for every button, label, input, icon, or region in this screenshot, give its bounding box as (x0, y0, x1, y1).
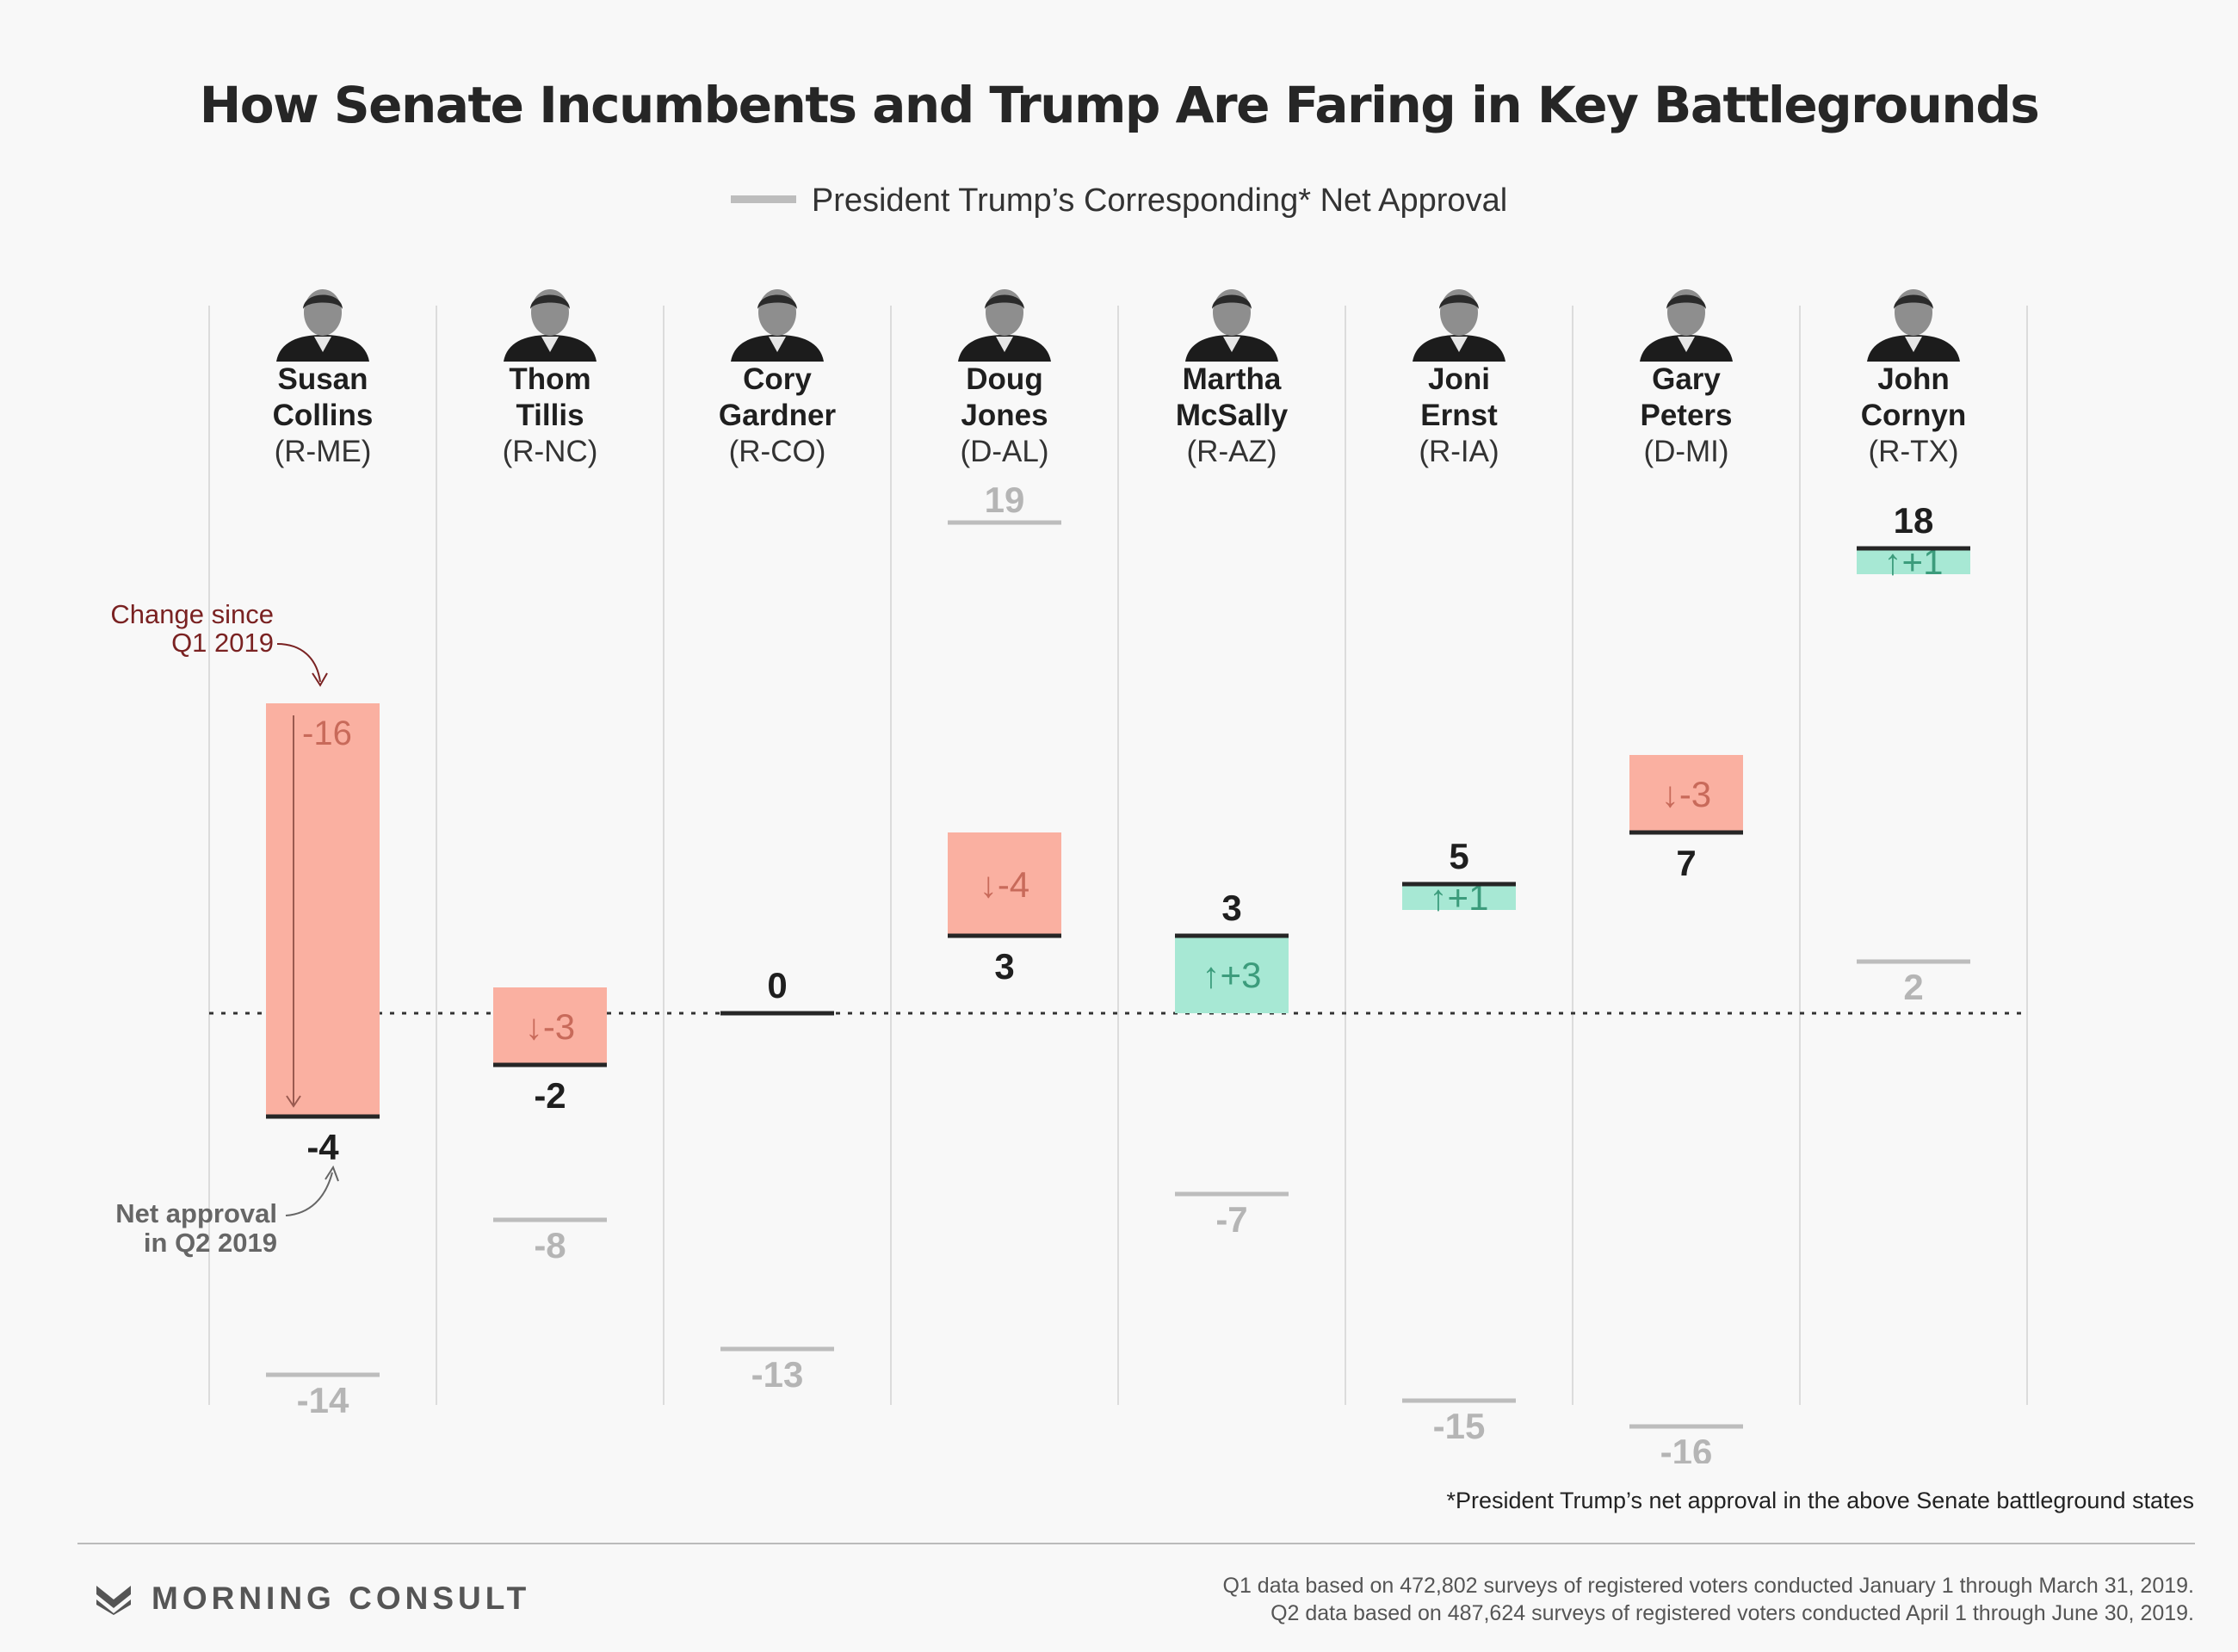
change-bar (1857, 548, 1970, 574)
senator-last-name: Collins (272, 399, 374, 432)
q2-net-value: 3 (994, 946, 1014, 987)
senator-last-name: Ernst (1420, 399, 1498, 432)
portrait-icon (1185, 289, 1278, 362)
change-bar (1629, 755, 1743, 832)
chart-legend: President Trump’s Corresponding* Net App… (0, 183, 2238, 220)
trump-net-value: -15 (1433, 1406, 1486, 1446)
chart-title: How Senate Incumbents and Trump Are Fari… (199, 76, 2040, 134)
legend-swatch (730, 195, 796, 204)
portrait-icon (958, 289, 1051, 362)
source-note: Q1 data based on 472,802 surveys of regi… (1223, 1572, 2195, 1627)
annotation-net-line2: in Q2 2019 (144, 1228, 277, 1258)
senator-last-name: Jones (961, 399, 1048, 432)
change-label: ↓-4 (980, 864, 1029, 905)
portrait-icon (1413, 289, 1505, 362)
footnote: *President Trump’s net approval in the a… (1446, 1488, 2194, 1513)
q2-net-value: 7 (1676, 843, 1696, 883)
senator-first-name: John (1877, 362, 1950, 396)
senator-header: Susan Collins (R-ME) (209, 280, 436, 470)
senator-header: Martha McSally (R-AZ) (1118, 280, 1345, 470)
morning-consult-logo-icon (96, 1586, 131, 1615)
q2-net-value: -4 (306, 1127, 339, 1167)
senator-header: John Cornyn (R-TX) (1800, 280, 2027, 470)
footer-divider (77, 1543, 2195, 1544)
annotation-net-line1: Net approval (115, 1198, 277, 1228)
trump-net-value: -8 (534, 1225, 566, 1265)
senator-first-name: Susan (277, 362, 368, 396)
senator-last-name: Tillis (516, 399, 584, 432)
change-label: ↓-3 (1661, 774, 1711, 814)
source-q1: Q1 data based on 472,802 surveys of regi… (1222, 1574, 2195, 1598)
q2-net-value: 0 (767, 965, 787, 1005)
legend-label: President Trump’s Corresponding* Net App… (811, 183, 1508, 219)
portrait-icon (276, 289, 369, 362)
senator-last-name: Cornyn (1860, 399, 1967, 432)
senator-first-name: Doug (966, 362, 1043, 396)
senator-first-name: Martha (1182, 362, 1282, 396)
annotation-change-line1: Change since (110, 599, 274, 629)
change-label: -16 (302, 715, 352, 752)
senator-last-name: McSally (1175, 399, 1289, 432)
trump-net-value: -13 (751, 1354, 804, 1395)
senator-party: (R-TX) (1868, 435, 1959, 468)
senator-last-name: Peters (1640, 399, 1733, 432)
senator-header: Gary Peters (D-MI) (1573, 280, 1800, 470)
portrait-icon (1867, 289, 1960, 362)
change-bar (1402, 884, 1516, 910)
senator-header: Joni Ernst (R-IA) (1345, 280, 1573, 470)
portrait-icon (1640, 289, 1733, 362)
senator-party: (R-AZ) (1186, 435, 1277, 468)
trump-net-value: 2 (1903, 967, 1923, 1007)
brand-name: MORNING CONSULT (151, 1581, 531, 1616)
change-label: ↓-3 (525, 1006, 575, 1047)
q2-net-value: 18 (1894, 500, 1934, 541)
trump-net-value: 19 (985, 480, 1025, 520)
portrait-icon (504, 289, 597, 362)
annotation-change-arrowhead (312, 672, 328, 687)
senator-header: Thom Tillis (R-NC) (436, 280, 664, 470)
senator-first-name: Joni (1428, 362, 1490, 396)
change-bar (948, 832, 1061, 936)
portrait-icon (731, 289, 824, 362)
senator-party: (R-IA) (1419, 435, 1499, 468)
senator-party: (R-CO) (728, 435, 826, 468)
q2-net-value: 5 (1449, 836, 1468, 876)
senator-last-name: Gardner (718, 399, 837, 432)
trump-net-value: -14 (297, 1380, 349, 1420)
annotation-change-arrow (276, 643, 321, 683)
senator-header: Doug Jones (D-AL) (891, 280, 1118, 470)
annotation-net-arrow (285, 1172, 333, 1216)
chart-plot: -16-4-14↓-3-2-80-13↓-4319↑+33-7↑+15-15↓-… (110, 306, 2028, 1463)
change-label: ↑+3 (1202, 955, 1262, 995)
annotation-change-line2: Q1 2019 (171, 628, 274, 658)
change-bar (493, 987, 607, 1065)
q2-net-value: -2 (534, 1075, 566, 1116)
senator-first-name: Cory (743, 362, 812, 396)
senator-party: (D-MI) (1643, 435, 1729, 468)
source-q2: Q2 data based on 487,624 surveys of regi… (1270, 1601, 2194, 1625)
senator-party: (R-NC) (502, 435, 598, 468)
annotation-net-arrowhead (325, 1165, 339, 1182)
senator-first-name: Gary (1652, 362, 1721, 396)
trump-net-value: -7 (1215, 1199, 1247, 1240)
change-bar (266, 703, 380, 1117)
q2-net-value: 3 (1221, 888, 1241, 928)
change-bar (1175, 936, 1289, 1013)
change-arrow-head (286, 1095, 301, 1108)
senator-header: Cory Gardner (R-CO) (664, 280, 891, 470)
senator-party: (R-ME) (274, 435, 372, 468)
senator-party: (D-AL) (960, 435, 1049, 468)
senator-first-name: Thom (509, 362, 591, 396)
trump-net-value: -16 (1660, 1432, 1713, 1463)
brand-logo: MORNING CONSULT (95, 1581, 530, 1617)
